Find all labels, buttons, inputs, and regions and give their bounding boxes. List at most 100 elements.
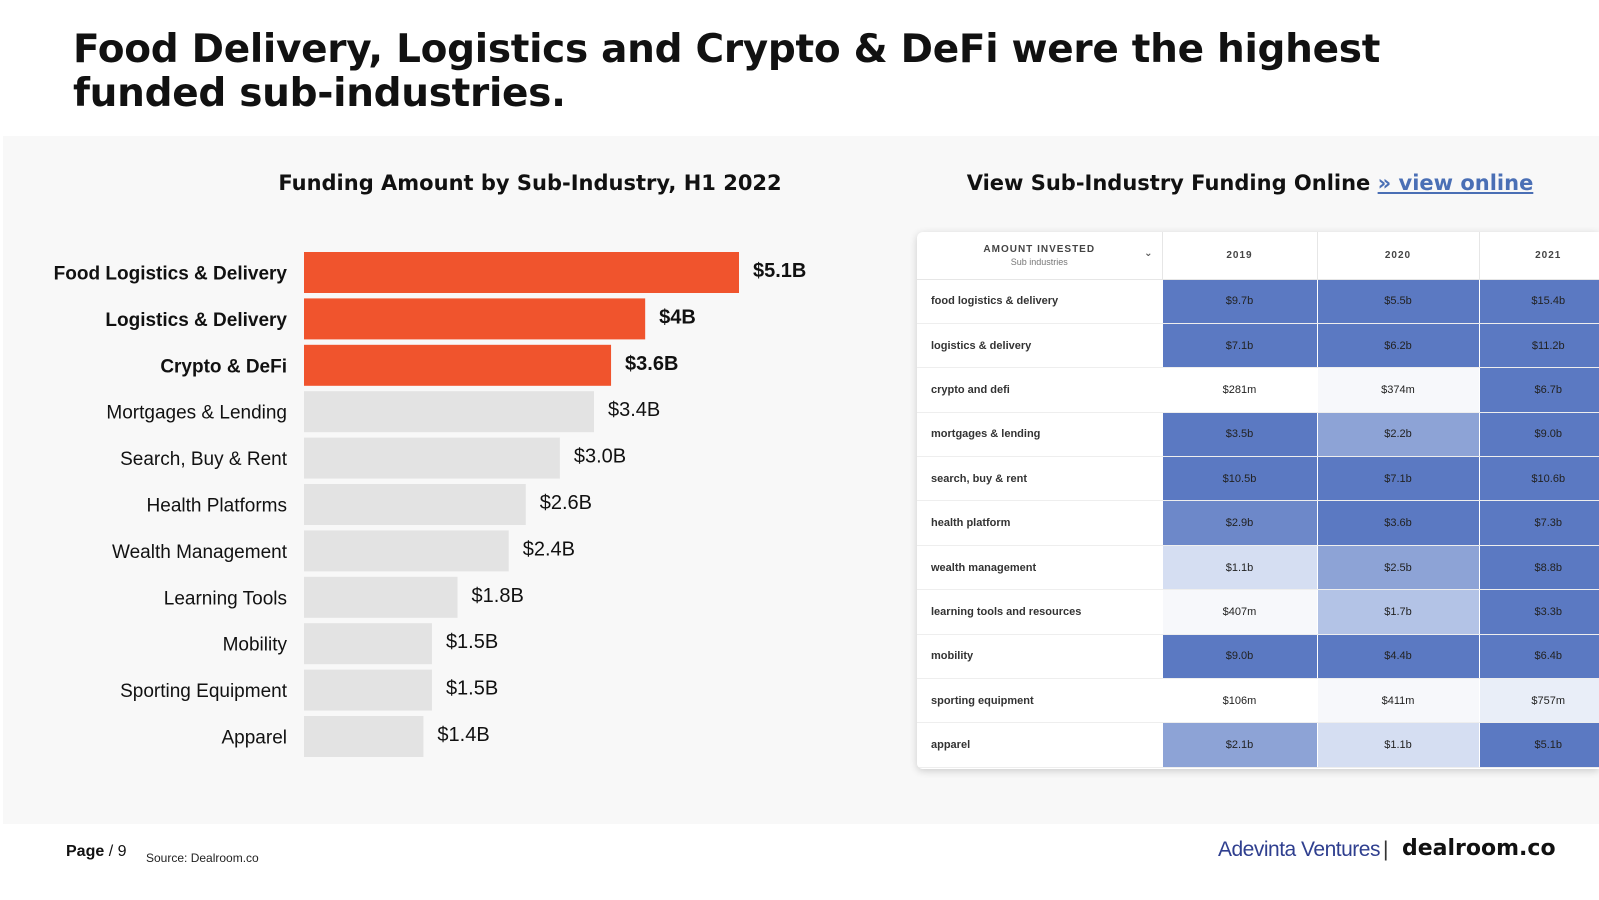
table-row: food logistics & delivery $9.7b $5.5b $1… [917, 279, 1599, 324]
row-label: learning tools and resources [917, 589, 1162, 635]
chevron-down-icon[interactable]: ⌄ [1144, 248, 1154, 259]
table-cell: $7.1b [1161, 323, 1317, 369]
data-label: $2.4B [523, 538, 575, 560]
bar [304, 716, 424, 757]
data-label: $3.0B [574, 446, 626, 468]
page-label: Page [66, 843, 105, 860]
table-cell: $15.4b [1478, 279, 1599, 324]
table-row: wealth management $1.1b $2.5b $8.8b [917, 545, 1599, 591]
category-label: Mobility [223, 635, 288, 656]
table-row: health platform $2.9b $3.6b $7.3b [917, 500, 1599, 546]
table-cell: $1.1b [1316, 722, 1479, 768]
table-cell: $2.9b [1161, 500, 1317, 546]
bar [304, 576, 458, 618]
bar [304, 530, 509, 572]
data-label: $1.5B [446, 678, 498, 700]
category-label: Sporting Equipment [120, 681, 288, 702]
dealroom-logo: dealroom.co [1402, 836, 1556, 861]
year-header-2021[interactable]: 2021 [1478, 232, 1599, 280]
category-label: Mortgages & Lending [106, 403, 287, 424]
data-label: $1.4B [437, 724, 489, 746]
table-cell: $374m [1316, 367, 1479, 413]
year-header-2020[interactable]: 2020 [1316, 232, 1479, 280]
amount-invested-header[interactable]: AMOUNT INVESTED Sub industries ⌄ [917, 232, 1162, 280]
table-cell: $281m [1161, 367, 1317, 413]
row-label: search, buy & rent [917, 456, 1162, 502]
row-label: sporting equipment [917, 678, 1162, 724]
table-row: apparel $2.1b $1.1b $5.1b [917, 722, 1599, 768]
table-cell: $3.5b [1161, 412, 1317, 458]
page-number-value: / 9 [108, 843, 127, 860]
table-row: search, buy & rent $10.5b $7.1b $10.6b [917, 456, 1599, 502]
data-label: $5.1B [753, 260, 806, 282]
view-online-link[interactable]: » view online [1377, 171, 1534, 195]
year-header-2019[interactable]: 2019 [1161, 232, 1317, 280]
bar [304, 623, 432, 665]
table-cell: $6.4b [1478, 634, 1599, 680]
bar [304, 344, 612, 386]
table-cell: $757m [1478, 678, 1599, 724]
table-cell: $8.8b [1478, 545, 1599, 591]
adevinta-logo: Adevinta Ventures [1218, 838, 1380, 861]
table-cell: $5.1b [1478, 722, 1599, 768]
category-label: Crypto & DeFi [160, 356, 287, 377]
category-label: Apparel [222, 728, 288, 749]
row-label: wealth management [917, 545, 1162, 591]
brand-separator: | [1383, 838, 1389, 861]
table-cell: $2.2b [1316, 412, 1479, 458]
bar [304, 391, 594, 433]
category-label: Logistics & Delivery [105, 310, 287, 331]
online-section-title: View Sub-Industry Funding Online » view … [930, 171, 1570, 195]
table-cell: $3.3b [1478, 589, 1599, 635]
table-cell: $10.5b [1161, 456, 1317, 502]
bar [304, 484, 526, 525]
funding-table-card: AMOUNT INVESTED Sub industries ⌄ 2019 20… [917, 232, 1599, 769]
table-cell: $9.7b [1161, 279, 1317, 324]
page-number: Page / 9 [66, 843, 127, 861]
category-label: Food Logistics & Delivery [54, 264, 288, 285]
amount-invested-label: AMOUNT INVESTED [983, 243, 1096, 255]
row-label: apparel [917, 722, 1162, 768]
table-cell: $7.3b [1478, 500, 1599, 546]
data-label: $1.5B [446, 631, 498, 653]
table-cell: $1.1b [1161, 545, 1317, 591]
table-cell: $3.6b [1316, 500, 1479, 546]
page-title: Food Delivery, Logistics and Crypto & De… [73, 27, 1381, 116]
table-row: logistics & delivery $7.1b $6.2b $11.2b [917, 323, 1599, 369]
table-row: sporting equipment $106m $411m $757m [917, 678, 1599, 724]
table-cell: $6.7b [1478, 367, 1599, 413]
table-row: mobility $9.0b $4.4b $6.4b [917, 634, 1599, 680]
source-note: Source: Dealroom.co [146, 851, 259, 865]
data-label: $3.4B [608, 399, 660, 421]
table-cell: $4.4b [1316, 634, 1479, 680]
data-label: $1.8B [472, 585, 524, 607]
table-cell: $5.5b [1316, 279, 1479, 324]
sub-industries-label: Sub industries [1010, 256, 1068, 267]
online-title-text: View Sub-Industry Funding Online [966, 171, 1371, 195]
bar [304, 298, 646, 340]
row-label: food logistics & delivery [917, 279, 1162, 324]
row-label: mortgages & lending [917, 412, 1162, 458]
table-cell: $7.1b [1316, 456, 1479, 502]
table-cell: $407m [1161, 589, 1317, 635]
table-cell: $10.6b [1478, 456, 1599, 502]
chart-title: Funding Amount by Sub-Industry, H1 2022 [278, 171, 782, 195]
bar [304, 437, 560, 479]
bar-chart: Food Logistics & Delivery $5.1B Logistics … [54, 252, 806, 757]
category-label: Search, Buy & Rent [120, 449, 288, 470]
row-label: health platform [917, 500, 1162, 546]
row-label: crypto and defi [917, 367, 1162, 413]
table-cell: $2.5b [1316, 545, 1479, 591]
table-cell: $9.0b [1161, 634, 1317, 680]
row-label: mobility [917, 634, 1162, 680]
data-label: $2.6B [540, 492, 592, 514]
table-cell: $106m [1161, 678, 1317, 724]
bar [304, 669, 432, 711]
category-label: Wealth Management [112, 542, 288, 563]
funding-table: AMOUNT INVESTED Sub industries ⌄ 2019 20… [917, 232, 1599, 768]
table-cell: $11.2b [1478, 323, 1599, 369]
table-row: learning tools and resources $407m $1.7b… [917, 589, 1599, 635]
table-row: mortgages & lending $3.5b $2.2b $9.0b [917, 412, 1599, 458]
table-cell: $6.2b [1316, 323, 1479, 369]
data-label: $3.6B [625, 353, 678, 375]
